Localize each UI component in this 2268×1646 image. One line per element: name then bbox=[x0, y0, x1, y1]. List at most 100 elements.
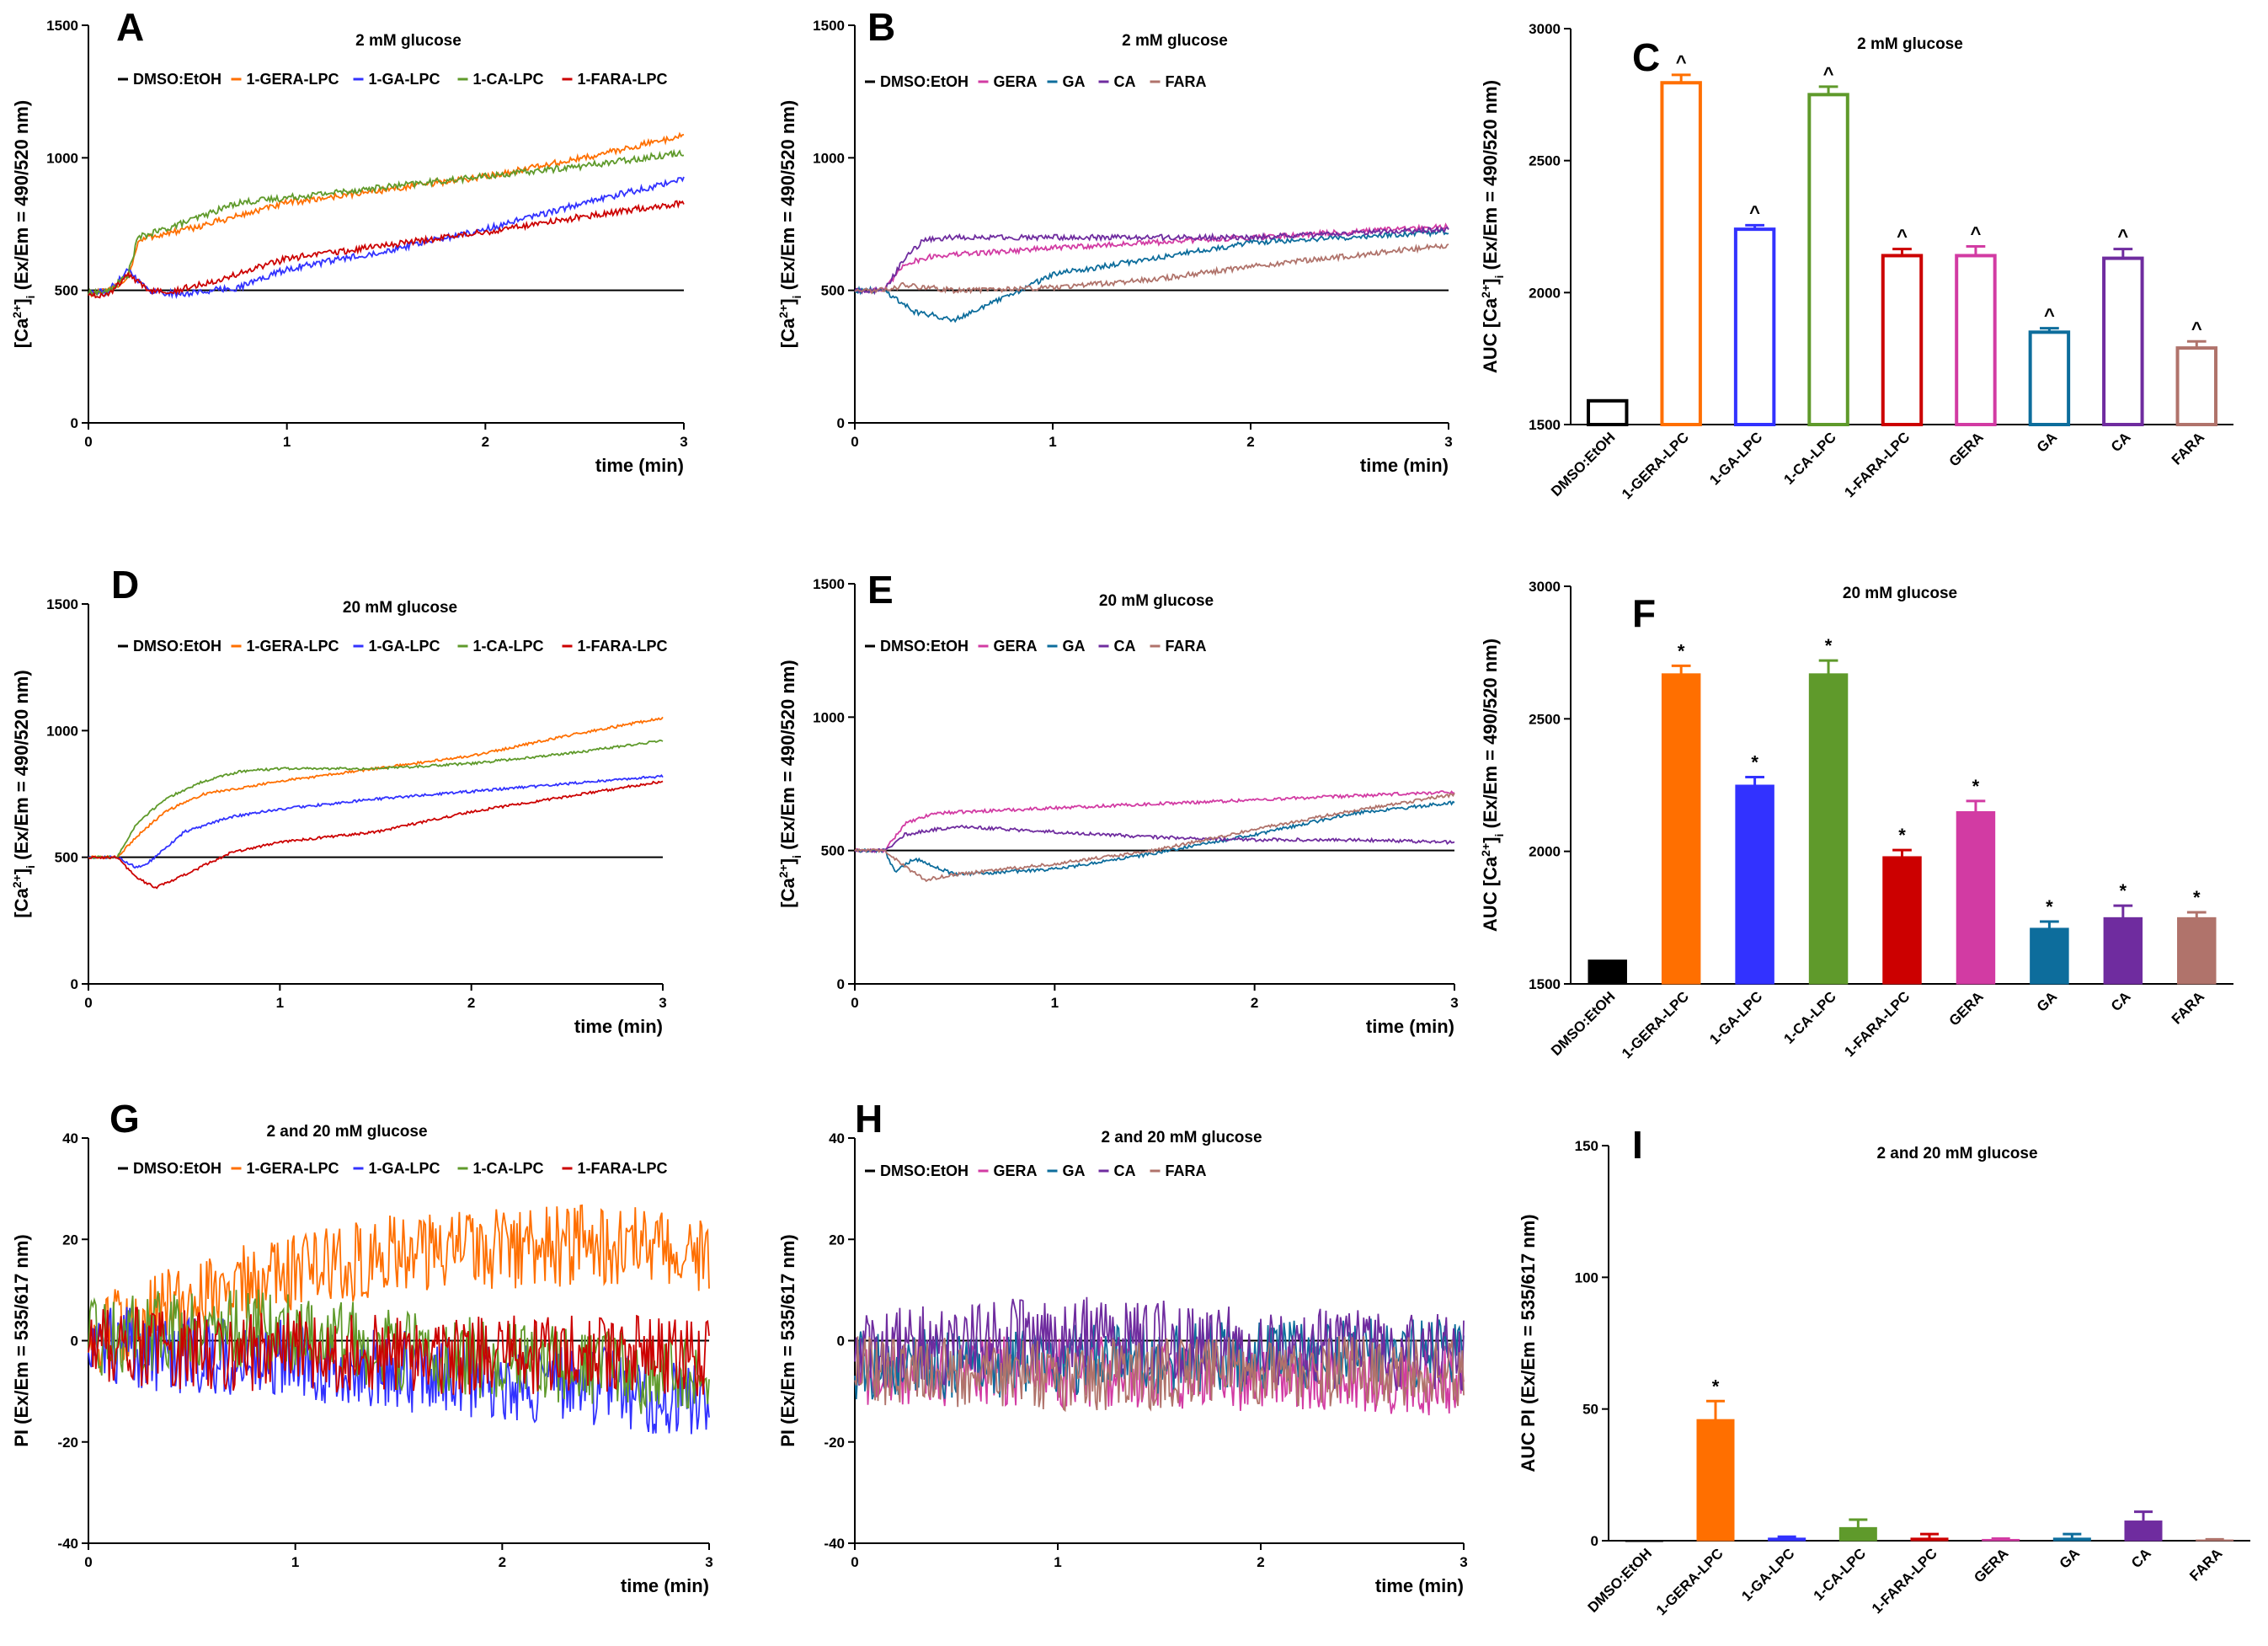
x-tick-label: 1 bbox=[283, 434, 291, 450]
y-axis-title: [Ca2+]i (Ex/Em = 490/520 nm) bbox=[776, 100, 803, 348]
category-label: CA bbox=[2108, 429, 2134, 455]
y-axis-title: [Ca2+]i (Ex/Em = 490/520 nm) bbox=[10, 670, 37, 917]
panel-letter: E bbox=[867, 568, 894, 612]
y-axis-title: AUC [Ca2+]i (Ex/Em = 490/520 nm) bbox=[1479, 80, 1506, 373]
legend-label: 1-CA-LPC bbox=[473, 1160, 544, 1177]
legend-label: 1-FARA-LPC bbox=[578, 638, 668, 655]
x-tick-label: 2 bbox=[467, 995, 475, 1011]
y-tick-label: 500 bbox=[821, 283, 845, 299]
legend-label: CA bbox=[1114, 1162, 1136, 1179]
significance-mark: * bbox=[2120, 880, 2127, 901]
bar-ca bbox=[2103, 917, 2143, 985]
panel-letter: A bbox=[116, 5, 144, 49]
legend-label: 1-CA-LPC bbox=[473, 71, 544, 88]
legend-item-ca: CA bbox=[1098, 638, 1136, 655]
panel-a: A 2 mM glucose 0 500 1000 1500 [Ca2+]i (Ex/Em … bbox=[10, 5, 688, 476]
bar-1-fara-lpc bbox=[1910, 1537, 1949, 1542]
legend-item-dmso-etoh: DMSO:EtOH bbox=[118, 1160, 221, 1177]
series-line-1-gera-lpc bbox=[88, 131, 685, 298]
y-tick-label: 500 bbox=[821, 843, 845, 859]
bar-1-ga-lpc bbox=[1733, 227, 1776, 426]
legend-label: DMSO:EtOH bbox=[133, 638, 221, 655]
category-label: FARA bbox=[2169, 988, 2207, 1027]
legend-item-ca: CA bbox=[1098, 1162, 1136, 1179]
category-label: 1-FARA-LPC bbox=[1841, 429, 1913, 500]
y-tick-label: 3000 bbox=[1529, 579, 1561, 595]
y-axis-title: PI (Ex/Em = 535/617 nm) bbox=[11, 1234, 32, 1447]
legend-label: DMSO:EtOH bbox=[133, 1160, 221, 1177]
x-tick-label: 3 bbox=[1450, 995, 1458, 1011]
y-tick-label: 500 bbox=[55, 850, 78, 866]
x-tick-label: 0 bbox=[851, 434, 858, 450]
x-tick-label: 3 bbox=[1460, 1554, 1467, 1570]
significance-mark: * bbox=[2193, 887, 2201, 908]
legend-item-gera: GERA bbox=[978, 73, 1038, 90]
y-tick-label: 1500 bbox=[813, 576, 845, 592]
panel-title: 20 mM glucose bbox=[1099, 592, 1214, 610]
x-tick-label: 3 bbox=[1444, 434, 1452, 450]
legend-label: CA bbox=[1114, 73, 1136, 90]
panel-title: 2 and 20 mM glucose bbox=[266, 1123, 427, 1141]
panel-d: D 20 mM glucose 0 500 1000 1500 [Ca2+]i (Ex/Em… bbox=[10, 563, 668, 1037]
y-tick-label: 500 bbox=[55, 283, 78, 299]
category-label: GERA bbox=[1946, 429, 1987, 469]
bar-1-ga-lpc bbox=[1768, 1537, 1806, 1542]
panel-title: 2 and 20 mM glucose bbox=[1101, 1129, 1262, 1146]
x-axis-title: time (min) bbox=[1360, 455, 1449, 476]
bar-1-fara-lpc bbox=[1882, 856, 1922, 985]
legend-item-fara: FARA bbox=[1150, 638, 1207, 655]
significance-mark: ^ bbox=[2117, 226, 2128, 247]
panel-f: F 20 mM glucose 1500 2000 2500 3000 AUC [Ca2+]… bbox=[1479, 579, 2233, 1061]
y-tick-label: 2000 bbox=[1529, 844, 1561, 860]
legend-label: GERA bbox=[994, 1162, 1038, 1179]
bar-1-ca-lpc bbox=[1807, 93, 1849, 426]
y-tick-label: 0 bbox=[837, 1333, 845, 1349]
y-tick-label: -20 bbox=[57, 1435, 78, 1451]
panel-title: 2 and 20 mM glucose bbox=[1876, 1145, 2037, 1162]
legend-label: FARA bbox=[1166, 1162, 1207, 1179]
significance-mark: * bbox=[1678, 640, 1685, 661]
legend-label: GERA bbox=[994, 638, 1038, 655]
significance-mark: ^ bbox=[2044, 305, 2055, 326]
category-label: 1-CA-LPC bbox=[1780, 988, 1839, 1047]
y-tick-label: 1000 bbox=[813, 709, 845, 725]
series-line-gera bbox=[854, 222, 1449, 294]
legend-item-dmso-etoh: DMSO:EtOH bbox=[118, 638, 221, 655]
y-tick-label: 0 bbox=[71, 415, 78, 431]
series-line-ca bbox=[854, 824, 1455, 853]
y-tick-label: 0 bbox=[1591, 1533, 1598, 1549]
category-label: CA bbox=[2108, 988, 2134, 1014]
legend-item-ga: GA bbox=[1047, 1162, 1086, 1179]
legend-item-ga: GA bbox=[1047, 73, 1086, 90]
series-line-1-ga-lpc bbox=[88, 176, 685, 300]
significance-mark: * bbox=[1751, 752, 1758, 773]
bar-1-ca-lpc bbox=[1808, 673, 1849, 985]
legend-label: 1-GERA-LPC bbox=[247, 71, 339, 88]
category-label: FARA bbox=[2169, 429, 2207, 468]
x-axis-title: time (min) bbox=[1366, 1016, 1454, 1037]
bar-ga bbox=[2052, 1537, 2091, 1542]
legend-label: FARA bbox=[1166, 73, 1207, 90]
category-label: GA bbox=[2034, 988, 2060, 1014]
bar-1-gera-lpc bbox=[1661, 673, 1701, 985]
legend-item-1-gera-lpc: 1-GERA-LPC bbox=[231, 1160, 339, 1177]
x-tick-label: 2 bbox=[499, 1554, 506, 1570]
series-line-1-ga-lpc bbox=[88, 774, 664, 869]
legend-label: GA bbox=[1063, 638, 1086, 655]
series-line-1-gera-lpc bbox=[88, 716, 664, 860]
legend-label: DMSO:EtOH bbox=[880, 1162, 969, 1179]
legend-label: 1-CA-LPC bbox=[473, 638, 544, 655]
y-tick-label: -40 bbox=[824, 1536, 845, 1552]
significance-mark: * bbox=[1972, 776, 1980, 797]
y-tick-label: 1500 bbox=[1529, 976, 1561, 992]
bar-ca bbox=[2124, 1520, 2163, 1542]
legend-item-gera: GERA bbox=[978, 638, 1038, 655]
series-line-1-fara-lpc bbox=[88, 780, 664, 890]
bar-1-fara-lpc bbox=[1881, 254, 1924, 427]
panel-letter: D bbox=[111, 563, 139, 607]
bar-1-ca-lpc bbox=[1838, 1526, 1877, 1542]
bar-1-gera-lpc bbox=[1660, 81, 1702, 426]
y-tick-label: 3000 bbox=[1529, 21, 1561, 37]
